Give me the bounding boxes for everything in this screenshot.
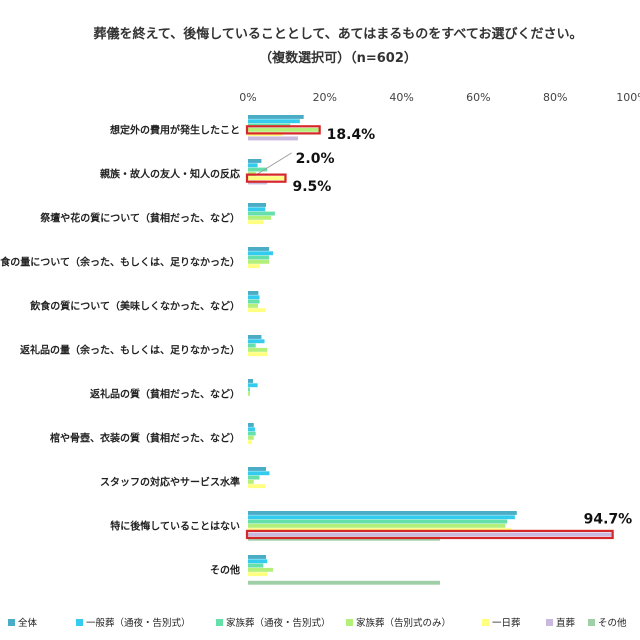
bar	[248, 347, 268, 352]
x-tick-label: 80%	[543, 91, 567, 104]
bar	[248, 471, 270, 476]
bar	[248, 479, 254, 484]
bar	[248, 563, 264, 568]
bar	[248, 379, 253, 383]
legend-label: その他	[598, 617, 627, 629]
data-label: 18.4%	[327, 127, 376, 143]
bar	[248, 176, 285, 181]
x-tick-label: 20%	[313, 91, 337, 104]
bar	[248, 335, 262, 339]
bar	[248, 519, 508, 524]
legend-label: 全体	[18, 617, 38, 629]
bar	[248, 207, 266, 212]
legend-label: 直葬	[556, 617, 576, 629]
legend-swatch	[346, 619, 353, 626]
category-label: スタッフの対応やサービス水準	[100, 476, 240, 489]
bar	[248, 523, 506, 528]
bar	[248, 435, 254, 440]
bar	[248, 163, 258, 168]
bar	[248, 567, 273, 572]
bar	[248, 299, 260, 304]
data-label: 9.5%	[292, 179, 331, 195]
bar	[248, 515, 515, 520]
bar	[248, 247, 270, 251]
category-label: 棺や骨壺、衣装の質（貧相だった、など）	[50, 432, 240, 445]
category-labels: 想定外の費用が発生したこと親族・故人の友人・知人の反応祭壇や花の質について（貧相…	[0, 124, 240, 577]
bar	[248, 308, 266, 313]
legend-swatch	[588, 619, 595, 626]
bar	[248, 572, 268, 577]
bar	[248, 136, 298, 141]
bar	[248, 559, 268, 564]
bar	[248, 303, 258, 308]
bar	[248, 159, 262, 163]
bar	[248, 475, 260, 480]
bar	[248, 391, 250, 396]
bar	[248, 215, 272, 220]
bar	[248, 423, 254, 427]
leader-line	[257, 152, 292, 175]
x-tick-label: 40%	[389, 91, 413, 104]
bar	[248, 119, 300, 124]
bar	[248, 427, 255, 432]
bar	[248, 431, 256, 436]
bar	[248, 203, 267, 207]
bar	[248, 291, 259, 295]
legend-swatch	[546, 619, 553, 626]
bar	[248, 255, 270, 260]
category-label: 想定外の費用が発生したこと	[109, 124, 240, 137]
highlight-box	[245, 529, 614, 540]
x-tick-label: 100%	[616, 91, 640, 104]
bar	[248, 211, 275, 216]
category-label: 返礼品の質（貧相だった、など）	[90, 388, 240, 401]
bar	[248, 339, 265, 344]
data-label: 94.7%	[584, 511, 633, 527]
legend: 全体 一般葬（通夜・告別式） 家族葬（通夜・告別式） 家族葬（告別式のみ） 一日葬 直葬 そ…	[8, 617, 627, 629]
data-label: 2.0%	[296, 151, 335, 167]
x-axis-ticks: 0% 20% 40% 60% 80% 100%	[239, 91, 640, 104]
legend-label: 家族葬（通夜・告別式）	[226, 617, 331, 629]
bar	[248, 555, 267, 559]
bar	[248, 115, 304, 119]
category-label: 飲食の質について（美味しくなかった、など）	[29, 300, 240, 313]
category-label: その他	[210, 564, 240, 577]
chart-title: 葬儀を終えて、後悔していることとして、あてはまるものをすべてお選びください。	[94, 26, 583, 42]
data-annotations: 18.4% 2.0% 9.5% 94.7%	[245, 125, 633, 540]
bar	[248, 220, 264, 225]
bar	[248, 352, 268, 357]
legend-swatch	[216, 619, 223, 626]
legend-swatch	[482, 619, 489, 626]
bar	[248, 440, 252, 445]
bar	[248, 580, 440, 585]
legend-label: 家族葬（告別式のみ）	[356, 617, 451, 629]
legend-label: 一般葬（通夜・告別式）	[86, 617, 191, 629]
category-label: 特に後悔していることはない	[110, 520, 240, 533]
bar	[248, 484, 266, 489]
category-label: 祭壇や花の質について（貧相だった、など）	[40, 212, 240, 225]
bar	[248, 387, 250, 392]
bar	[248, 251, 273, 256]
x-tick-label: 0%	[239, 91, 256, 104]
legend-swatch	[8, 619, 15, 626]
legend-swatch	[76, 619, 83, 626]
category-label: 親族・故人の友人・知人の反応	[100, 168, 240, 181]
bar	[248, 467, 267, 471]
category-label: 飲食の量について（余った、もしくは、足りなかった）	[0, 256, 240, 269]
bar	[248, 343, 256, 348]
bar	[248, 532, 612, 537]
x-tick-label: 60%	[466, 91, 490, 104]
bar	[248, 167, 268, 172]
bar	[248, 264, 260, 269]
bar	[248, 127, 319, 132]
bar	[248, 259, 270, 264]
highlight-box	[245, 125, 321, 135]
legend-label: 一日葬	[492, 617, 521, 629]
bar	[248, 383, 258, 388]
highlight-box	[245, 173, 287, 183]
bar	[248, 295, 260, 300]
chart-subtitle: （複数選択可）（n=602）	[259, 50, 417, 66]
category-label: 返礼品の量（余った、もしくは、足りなかった）	[20, 344, 240, 357]
bar	[248, 511, 517, 515]
